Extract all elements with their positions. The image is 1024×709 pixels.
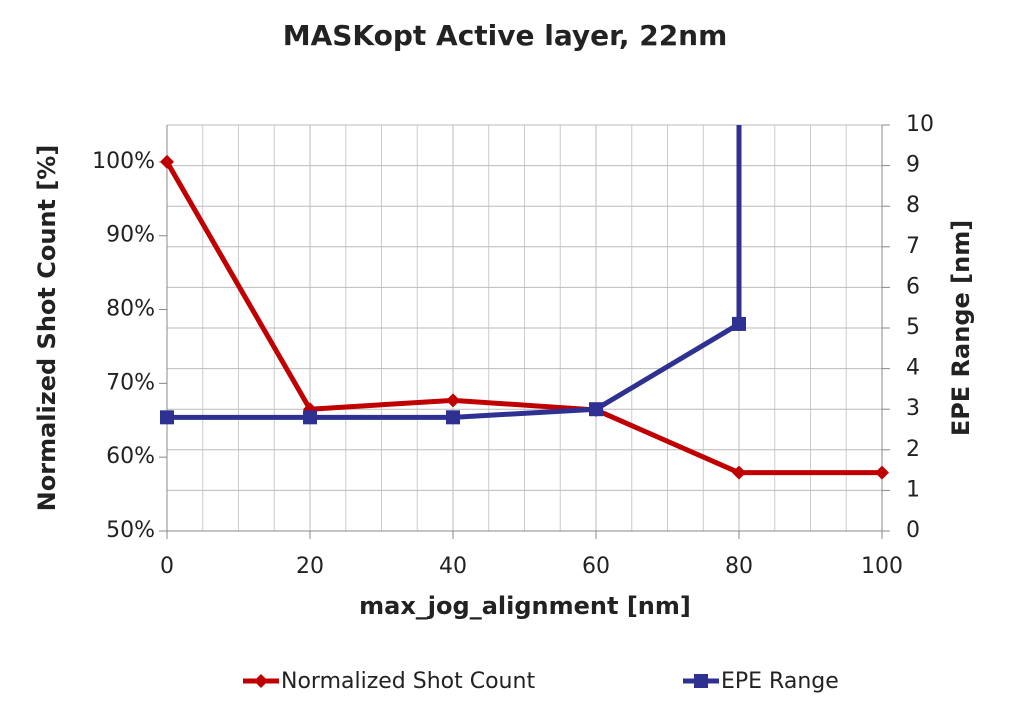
y-tick-label: 60% bbox=[106, 444, 155, 469]
legend-marker bbox=[254, 674, 268, 688]
y-tick-label: 70% bbox=[106, 370, 155, 395]
marker bbox=[303, 410, 317, 425]
y2-tick-label: 4 bbox=[906, 356, 920, 381]
y2-tick-label: 9 bbox=[906, 153, 920, 178]
y-axis-title: Normalized Shot Count [%] bbox=[33, 145, 61, 512]
y2-tick-label: 2 bbox=[906, 437, 920, 462]
y2-axis-title: EPE Range [nm] bbox=[947, 220, 975, 436]
y2-tick-label: 1 bbox=[906, 477, 920, 502]
y2-tick-label: 8 bbox=[906, 193, 920, 218]
y-tick-label: 80% bbox=[106, 297, 155, 322]
marker bbox=[732, 316, 746, 331]
x-axis-title: max_jog_alignment [nm] bbox=[359, 592, 691, 620]
y-tick-label: 90% bbox=[106, 223, 155, 248]
x-tick-label: 100 bbox=[861, 554, 903, 579]
legend-label: EPE Range bbox=[721, 669, 839, 694]
y2-tick-label: 7 bbox=[906, 234, 920, 259]
marker bbox=[732, 465, 746, 480]
marker bbox=[589, 402, 603, 417]
y-tick-label: 100% bbox=[92, 149, 155, 174]
marker bbox=[160, 410, 174, 425]
x-tick-label: 20 bbox=[296, 554, 324, 579]
legend-marker bbox=[694, 674, 708, 688]
x-tick-label: 80 bbox=[725, 554, 753, 579]
marker bbox=[160, 154, 174, 169]
y2-tick-label: 6 bbox=[906, 274, 920, 299]
y2-tick-label: 10 bbox=[906, 112, 934, 137]
y2-tick-label: 3 bbox=[906, 396, 920, 421]
y2-tick-label: 5 bbox=[906, 315, 920, 340]
chart-title: MASKopt Active layer, 22nm bbox=[283, 19, 728, 52]
series-line bbox=[164, 160, 882, 476]
y-tick-label: 50% bbox=[106, 518, 155, 543]
x-tick-label: 40 bbox=[439, 554, 467, 579]
marker bbox=[446, 393, 460, 408]
series-line bbox=[167, 125, 742, 420]
x-tick-label: 60 bbox=[582, 554, 610, 579]
marker bbox=[446, 410, 460, 425]
x-tick-label: 0 bbox=[160, 554, 174, 579]
legend-label: Normalized Shot Count bbox=[281, 669, 535, 694]
marker bbox=[875, 465, 889, 480]
y2-tick-label: 0 bbox=[906, 518, 920, 543]
